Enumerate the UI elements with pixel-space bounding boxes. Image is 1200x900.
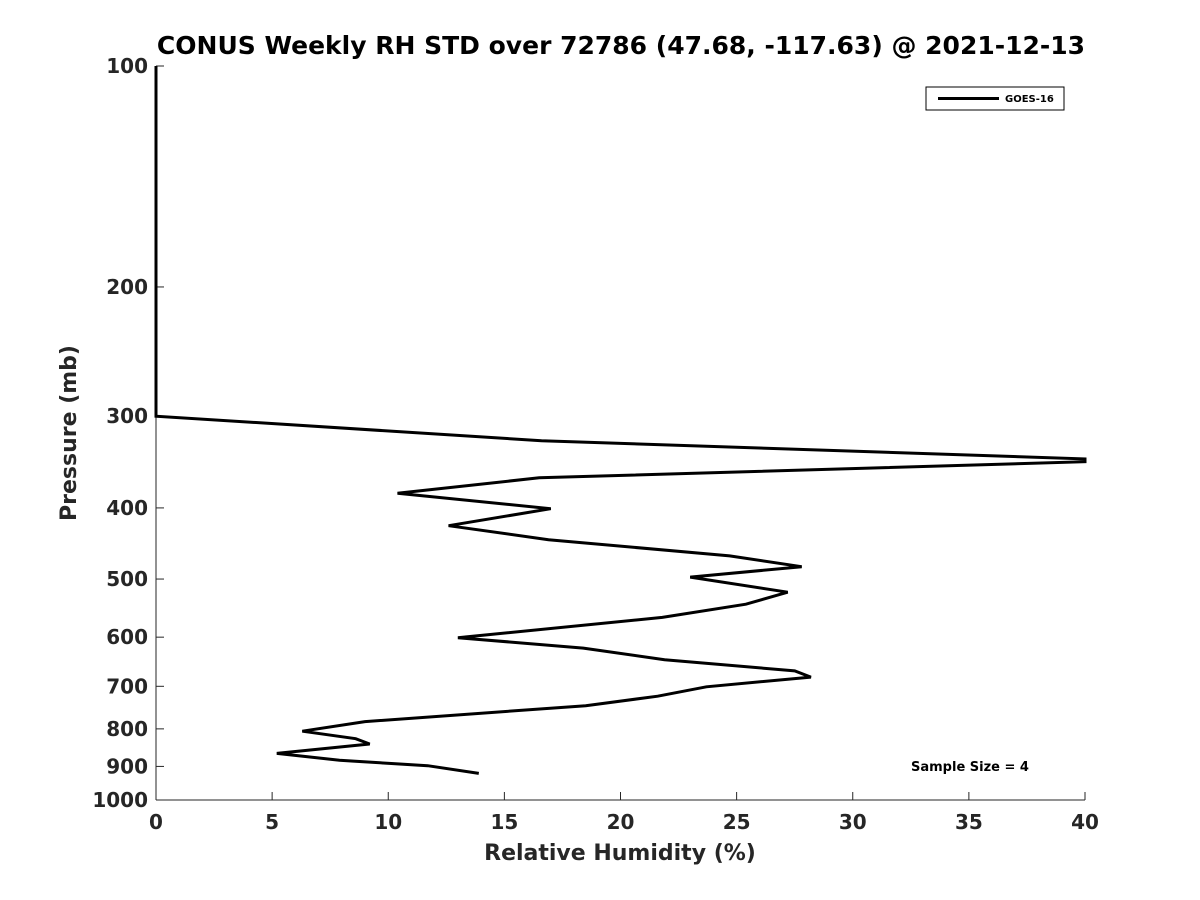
y-tick-label: 700 [106, 674, 148, 698]
x-tick-label: 25 [723, 810, 751, 834]
y-tick-label: 400 [106, 496, 148, 520]
x-tick-label: 0 [149, 810, 163, 834]
x-axis-label: Relative Humidity (%) [484, 841, 756, 866]
x-tick-label: 30 [839, 810, 867, 834]
y-tick-label: 900 [106, 754, 148, 778]
series-layer [154, 66, 1087, 775]
y-axis-label: Pressure (mb) [57, 345, 82, 521]
legend: GOES-16 [925, 86, 1065, 111]
sample-size-annotation: Sample Size = 4 [911, 760, 1029, 775]
y-tick-label: 100 [106, 54, 148, 78]
y-tick-label: 600 [106, 625, 148, 649]
y-tick-label: 300 [106, 404, 148, 428]
y-tick-label: 1000 [92, 788, 148, 812]
x-tick-label: 15 [490, 810, 518, 834]
x-tick-label: 5 [265, 810, 279, 834]
chart-title: CONUS Weekly RH STD over 72786 (47.68, -… [157, 31, 1085, 60]
axes [155, 66, 1085, 801]
y-tick-label: 800 [106, 717, 148, 741]
ticks: 0 5 10 15 20 25 30 35 40 100 200 300 400 500 600 700 800… [92, 54, 1099, 834]
series-line-goes-16 [154, 66, 1087, 775]
x-tick-label: 35 [955, 810, 983, 834]
y-tick-label: 200 [106, 275, 148, 299]
legend-label-goes-16: GOES-16 [1005, 94, 1054, 105]
x-tick-label: 20 [607, 810, 635, 834]
y-tick-label: 500 [106, 567, 148, 591]
x-tick-label: 10 [374, 810, 402, 834]
x-tick-label: 40 [1071, 810, 1099, 834]
